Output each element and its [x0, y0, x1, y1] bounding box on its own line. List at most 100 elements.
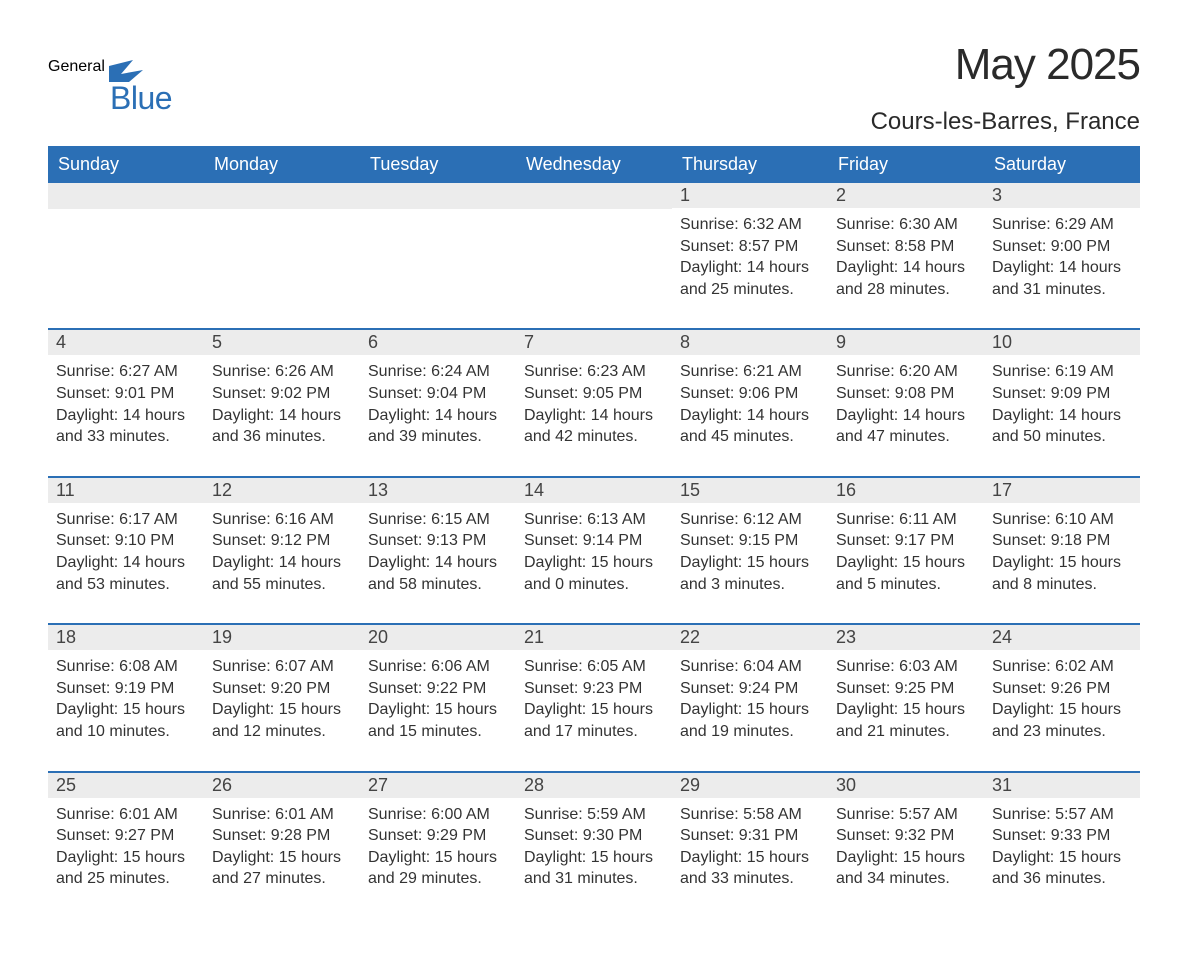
sunrise-text: Sunrise: 6:23 AM [524, 361, 664, 383]
calendar-header-row: SundayMondayTuesdayWednesdayThursdayFrid… [48, 146, 1140, 183]
day-number: 6 [360, 330, 516, 355]
day-number: 26 [204, 773, 360, 798]
day-body: Sunrise: 6:12 AMSunset: 9:15 PMDaylight:… [672, 503, 828, 623]
day-number: 25 [48, 773, 204, 798]
sunset-text: Sunset: 9:04 PM [368, 383, 508, 405]
calendar-day-cell: 30Sunrise: 5:57 AMSunset: 9:32 PMDayligh… [828, 772, 984, 918]
sunrise-text: Sunrise: 6:03 AM [836, 656, 976, 678]
sunrise-text: Sunrise: 6:17 AM [56, 509, 196, 531]
day-body: Sunrise: 6:01 AMSunset: 9:27 PMDaylight:… [48, 798, 204, 918]
sunrise-text: Sunrise: 6:00 AM [368, 804, 508, 826]
sunrise-text: Sunrise: 5:57 AM [836, 804, 976, 826]
daylight-text: Daylight: 14 hours and 28 minutes. [836, 257, 976, 300]
calendar-day-cell: 28Sunrise: 5:59 AMSunset: 9:30 PMDayligh… [516, 772, 672, 918]
day-body: Sunrise: 6:20 AMSunset: 9:08 PMDaylight:… [828, 355, 984, 475]
daylight-text: Daylight: 15 hours and 23 minutes. [992, 699, 1132, 742]
daylight-text: Daylight: 15 hours and 29 minutes. [368, 847, 508, 890]
day-body-empty [204, 209, 360, 243]
daylight-text: Daylight: 14 hours and 47 minutes. [836, 405, 976, 448]
page-title: May 2025 [871, 40, 1140, 90]
day-number: 22 [672, 625, 828, 650]
day-body: Sunrise: 6:29 AMSunset: 9:00 PMDaylight:… [984, 208, 1140, 328]
weekday-header: Monday [204, 146, 360, 183]
weekday-header: Sunday [48, 146, 204, 183]
day-body: Sunrise: 6:17 AMSunset: 9:10 PMDaylight:… [48, 503, 204, 623]
sunset-text: Sunset: 9:06 PM [680, 383, 820, 405]
daylight-text: Daylight: 15 hours and 12 minutes. [212, 699, 352, 742]
sunrise-text: Sunrise: 6:30 AM [836, 214, 976, 236]
daylight-text: Daylight: 15 hours and 5 minutes. [836, 552, 976, 595]
logo-general-text: General [48, 58, 105, 75]
daylight-text: Daylight: 15 hours and 0 minutes. [524, 552, 664, 595]
day-body: Sunrise: 6:30 AMSunset: 8:58 PMDaylight:… [828, 208, 984, 328]
day-number: 20 [360, 625, 516, 650]
calendar-day-cell [516, 183, 672, 329]
sunset-text: Sunset: 9:00 PM [992, 236, 1132, 258]
day-body: Sunrise: 6:24 AMSunset: 9:04 PMDaylight:… [360, 355, 516, 475]
sunset-text: Sunset: 9:10 PM [56, 530, 196, 552]
day-number: 10 [984, 330, 1140, 355]
calendar-day-cell: 15Sunrise: 6:12 AMSunset: 9:15 PMDayligh… [672, 477, 828, 624]
logo: General Blue [48, 60, 172, 112]
weekday-header: Tuesday [360, 146, 516, 183]
daylight-text: Daylight: 14 hours and 50 minutes. [992, 405, 1132, 448]
sunrise-text: Sunrise: 6:15 AM [368, 509, 508, 531]
calendar-day-cell: 21Sunrise: 6:05 AMSunset: 9:23 PMDayligh… [516, 624, 672, 771]
day-number: 24 [984, 625, 1140, 650]
sunrise-text: Sunrise: 6:19 AM [992, 361, 1132, 383]
day-number: 8 [672, 330, 828, 355]
calendar-week-row: 25Sunrise: 6:01 AMSunset: 9:27 PMDayligh… [48, 772, 1140, 918]
day-body: Sunrise: 6:27 AMSunset: 9:01 PMDaylight:… [48, 355, 204, 475]
sunset-text: Sunset: 9:01 PM [56, 383, 196, 405]
sunrise-text: Sunrise: 6:06 AM [368, 656, 508, 678]
day-body: Sunrise: 6:05 AMSunset: 9:23 PMDaylight:… [516, 650, 672, 770]
sunset-text: Sunset: 9:26 PM [992, 678, 1132, 700]
sunrise-text: Sunrise: 6:32 AM [680, 214, 820, 236]
calendar-day-cell: 31Sunrise: 5:57 AMSunset: 9:33 PMDayligh… [984, 772, 1140, 918]
day-number: 15 [672, 478, 828, 503]
day-number: 19 [204, 625, 360, 650]
day-body: Sunrise: 6:04 AMSunset: 9:24 PMDaylight:… [672, 650, 828, 770]
calendar-day-cell: 14Sunrise: 6:13 AMSunset: 9:14 PMDayligh… [516, 477, 672, 624]
sunrise-text: Sunrise: 6:08 AM [56, 656, 196, 678]
day-number: 7 [516, 330, 672, 355]
day-number: 3 [984, 183, 1140, 208]
sunset-text: Sunset: 9:05 PM [524, 383, 664, 405]
sunset-text: Sunset: 9:30 PM [524, 825, 664, 847]
day-body: Sunrise: 6:19 AMSunset: 9:09 PMDaylight:… [984, 355, 1140, 475]
day-body: Sunrise: 6:21 AMSunset: 9:06 PMDaylight:… [672, 355, 828, 475]
sunrise-text: Sunrise: 5:58 AM [680, 804, 820, 826]
calendar-day-cell: 22Sunrise: 6:04 AMSunset: 9:24 PMDayligh… [672, 624, 828, 771]
calendar-day-cell: 20Sunrise: 6:06 AMSunset: 9:22 PMDayligh… [360, 624, 516, 771]
daylight-text: Daylight: 14 hours and 31 minutes. [992, 257, 1132, 300]
day-number: 2 [828, 183, 984, 208]
daylight-text: Daylight: 15 hours and 36 minutes. [992, 847, 1132, 890]
day-number: 31 [984, 773, 1140, 798]
day-number: 28 [516, 773, 672, 798]
sunrise-text: Sunrise: 6:21 AM [680, 361, 820, 383]
day-body-empty [48, 209, 204, 243]
daylight-text: Daylight: 14 hours and 42 minutes. [524, 405, 664, 448]
sunset-text: Sunset: 8:57 PM [680, 236, 820, 258]
sunset-text: Sunset: 8:58 PM [836, 236, 976, 258]
weekday-header: Thursday [672, 146, 828, 183]
sunset-text: Sunset: 9:02 PM [212, 383, 352, 405]
calendar-week-row: 4Sunrise: 6:27 AMSunset: 9:01 PMDaylight… [48, 329, 1140, 476]
day-body: Sunrise: 6:13 AMSunset: 9:14 PMDaylight:… [516, 503, 672, 623]
day-body: Sunrise: 6:00 AMSunset: 9:29 PMDaylight:… [360, 798, 516, 918]
calendar-day-cell: 16Sunrise: 6:11 AMSunset: 9:17 PMDayligh… [828, 477, 984, 624]
sunset-text: Sunset: 9:28 PM [212, 825, 352, 847]
calendar-day-cell [204, 183, 360, 329]
sunrise-text: Sunrise: 6:26 AM [212, 361, 352, 383]
sunset-text: Sunset: 9:14 PM [524, 530, 664, 552]
day-body: Sunrise: 6:07 AMSunset: 9:20 PMDaylight:… [204, 650, 360, 770]
sunset-text: Sunset: 9:25 PM [836, 678, 976, 700]
sunrise-text: Sunrise: 6:29 AM [992, 214, 1132, 236]
daylight-text: Daylight: 15 hours and 17 minutes. [524, 699, 664, 742]
sunrise-text: Sunrise: 6:02 AM [992, 656, 1132, 678]
sunset-text: Sunset: 9:19 PM [56, 678, 196, 700]
day-number: 1 [672, 183, 828, 208]
day-body: Sunrise: 6:15 AMSunset: 9:13 PMDaylight:… [360, 503, 516, 623]
weekday-header: Saturday [984, 146, 1140, 183]
day-number: 29 [672, 773, 828, 798]
